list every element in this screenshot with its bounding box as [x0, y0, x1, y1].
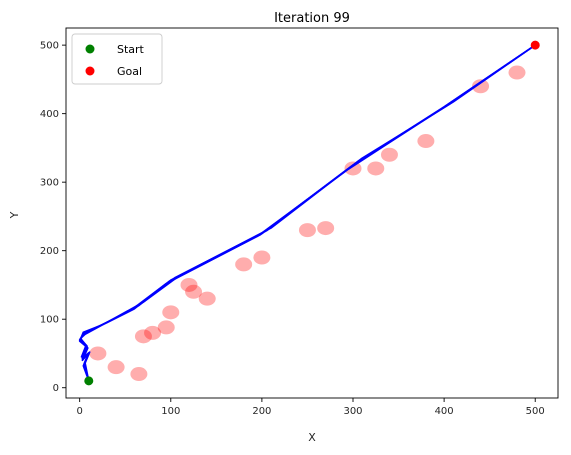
path-line — [78, 44, 536, 382]
chart-title: Iteration 99 — [274, 11, 350, 26]
plot-area — [78, 40, 540, 386]
y-tick-label: 200 — [40, 246, 59, 257]
obstacle-point — [367, 161, 385, 176]
obstacle-point — [130, 367, 148, 382]
obstacle-point — [317, 221, 335, 236]
y-axis-label: Y — [8, 211, 21, 219]
x-tick-label: 200 — [252, 406, 271, 417]
obstacle-point — [180, 277, 198, 292]
obstacle-point — [144, 325, 162, 340]
obstacle-point — [508, 65, 526, 80]
legend-box — [71, 33, 163, 85]
obstacle-point — [380, 147, 398, 162]
y-tick-label: 0 — [53, 383, 59, 394]
obstacle-point — [198, 291, 216, 306]
y-tick-label: 500 — [40, 41, 59, 52]
y-tick-label: 300 — [40, 178, 59, 189]
obstacle-point — [134, 329, 152, 344]
legend-start-label: Start — [117, 43, 145, 56]
obstacle-point — [162, 305, 180, 320]
obstacle-point — [472, 79, 490, 94]
legend: Start Goal — [71, 33, 163, 85]
obstacle-point — [344, 161, 362, 176]
axes: 0 100 200 300 400 500 0 100 200 300 400 500 — [40, 41, 545, 417]
obstacle-point — [417, 134, 435, 149]
x-tick-label: 100 — [161, 406, 180, 417]
obstacle-point — [89, 346, 107, 361]
y-tick-label: 400 — [40, 109, 59, 120]
x-tick-label: 400 — [435, 406, 454, 417]
plot-frame — [65, 27, 559, 399]
legend-start-marker — [85, 44, 95, 54]
obstacle-point — [157, 320, 175, 335]
obstacle-point — [185, 284, 203, 299]
legend-goal-label: Goal — [117, 65, 142, 78]
x-tick-label: 300 — [343, 406, 362, 417]
obstacle-point — [235, 257, 253, 272]
obstacle-point — [298, 223, 316, 238]
y-tick-label: 100 — [40, 315, 59, 326]
legend-goal-marker — [85, 66, 95, 76]
obstacle-point — [107, 360, 125, 375]
x-tick-label: 0 — [76, 406, 82, 417]
x-axis-label: X — [308, 431, 316, 444]
start-point — [84, 376, 94, 386]
obstacle-point — [253, 250, 271, 265]
goal-point — [530, 40, 540, 50]
x-tick-label: 500 — [526, 406, 545, 417]
